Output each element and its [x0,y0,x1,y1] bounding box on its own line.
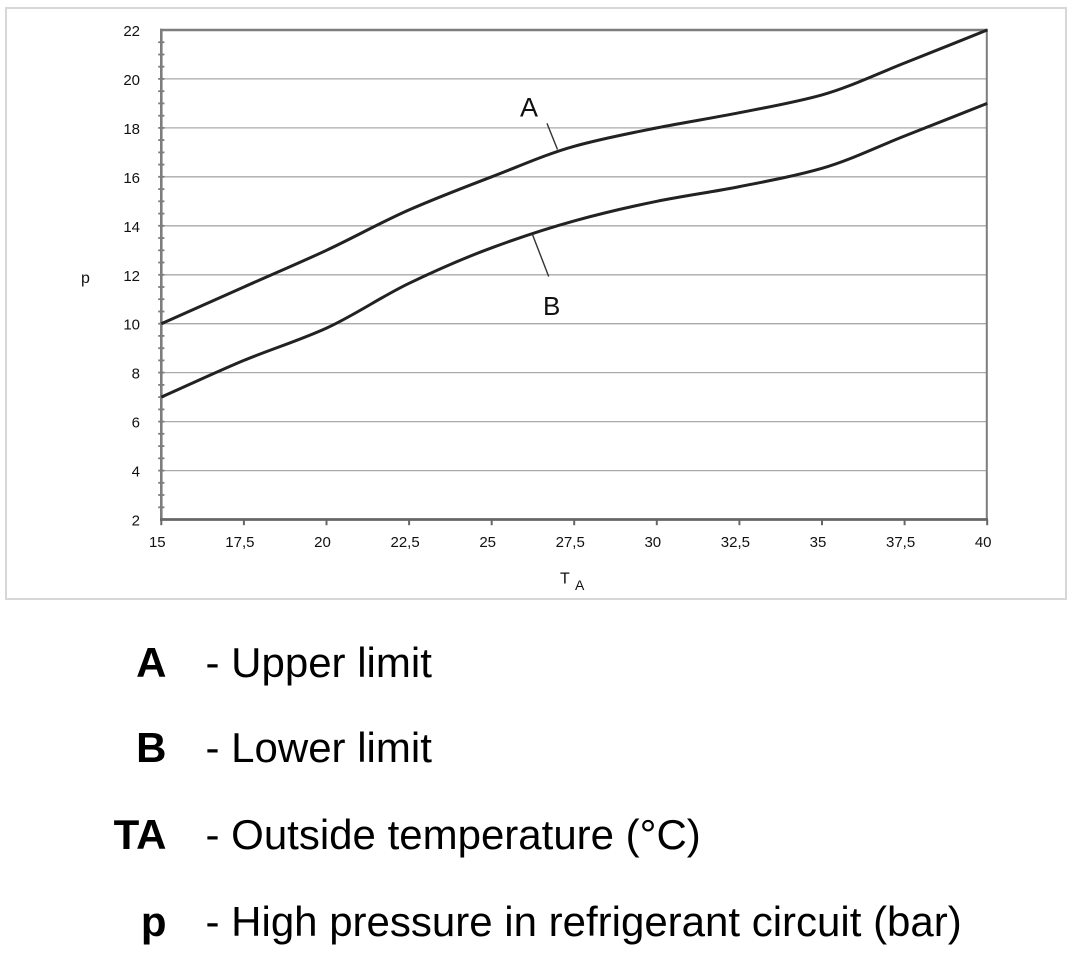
svg-text:4: 4 [132,464,140,481]
svg-text:6: 6 [132,415,140,432]
svg-text:37,5: 37,5 [886,534,915,551]
svg-text:12: 12 [123,268,140,285]
svg-text:30: 30 [644,534,661,551]
svg-text:20: 20 [123,72,140,89]
svg-text:27,5: 27,5 [556,534,585,551]
svg-text:22: 22 [123,23,140,40]
svg-text:14: 14 [123,219,140,236]
svg-text:16: 16 [123,170,140,187]
svg-text:A: A [520,93,538,123]
svg-text:p: p [81,270,90,287]
svg-text:25: 25 [479,534,496,551]
svg-text:15: 15 [149,534,166,551]
svg-text:2: 2 [132,513,140,530]
svg-text:B: B [543,291,560,321]
svg-text:17,5: 17,5 [225,534,254,551]
svg-text:35: 35 [810,534,827,551]
svg-text:8: 8 [132,366,140,383]
svg-text:T: T [560,571,570,588]
svg-text:40: 40 [975,534,992,551]
svg-text:22,5: 22,5 [390,534,419,551]
svg-text:32,5: 32,5 [721,534,750,551]
svg-text:A: A [575,577,585,593]
svg-text:18: 18 [123,121,140,138]
svg-text:20: 20 [314,534,331,551]
svg-text:10: 10 [123,317,140,334]
